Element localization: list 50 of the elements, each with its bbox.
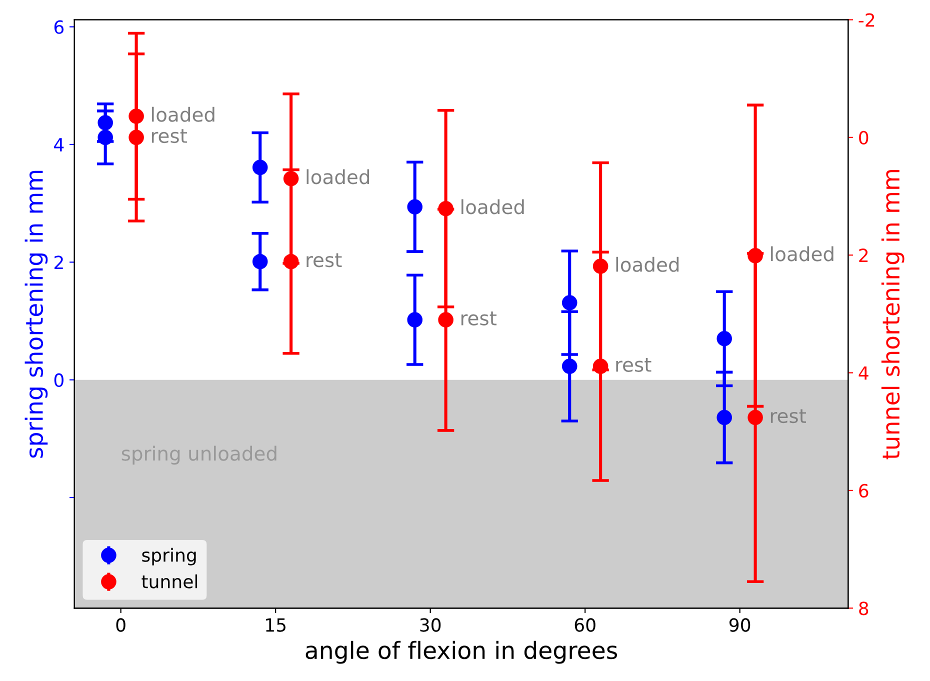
y2-tick-label: 8 bbox=[859, 602, 868, 616]
point bbox=[716, 331, 732, 346]
point bbox=[98, 130, 113, 146]
y2-tick-label: 2 bbox=[859, 248, 868, 262]
y2-tick-label: 0 bbox=[859, 130, 868, 145]
x-tick-label: 30 bbox=[420, 618, 441, 632]
point bbox=[407, 312, 422, 328]
data-label: loaded bbox=[152, 106, 214, 122]
data-label: rest bbox=[616, 358, 652, 372]
point bbox=[748, 248, 763, 264]
x-tick-label: 15 bbox=[266, 618, 286, 632]
x-tick-label: 90 bbox=[729, 618, 750, 632]
x-tick-label: 0 bbox=[116, 618, 126, 632]
y2-axis-title: tunnel shortening in mm bbox=[881, 170, 904, 460]
y-tick-label: 4 bbox=[54, 138, 64, 152]
point bbox=[283, 254, 299, 270]
legend-label: tunnel bbox=[142, 574, 198, 588]
x-tick-label: 60 bbox=[574, 618, 596, 632]
x-axis-title: angle of flexion in degrees bbox=[306, 640, 618, 664]
data-label: rest bbox=[152, 129, 187, 144]
point bbox=[252, 160, 268, 176]
y-tick-label: 6 bbox=[54, 20, 64, 34]
data-label: loaded bbox=[771, 246, 834, 262]
legend-label: spring bbox=[142, 548, 196, 566]
point bbox=[748, 410, 763, 426]
point bbox=[407, 199, 422, 214]
point bbox=[562, 295, 578, 310]
point bbox=[283, 170, 299, 186]
point bbox=[438, 200, 454, 216]
point bbox=[592, 358, 608, 374]
data-label: rest bbox=[461, 312, 496, 326]
data-label: loaded bbox=[462, 199, 524, 214]
y-tick-label: 0 bbox=[54, 373, 64, 387]
point bbox=[128, 108, 144, 124]
point bbox=[128, 130, 144, 146]
y-axis-title: spring shortening in mm bbox=[24, 170, 48, 458]
data-label: rest bbox=[770, 409, 806, 424]
point bbox=[716, 410, 732, 426]
point bbox=[562, 358, 578, 374]
point bbox=[438, 312, 454, 328]
y2-tick-label: 4 bbox=[858, 366, 868, 380]
point bbox=[252, 254, 268, 270]
y-tick-label: 2 bbox=[54, 256, 63, 270]
data-label: loaded bbox=[306, 169, 370, 184]
point bbox=[98, 115, 113, 130]
data-label: loaded bbox=[616, 256, 679, 272]
data-label: rest bbox=[306, 253, 342, 268]
point bbox=[592, 258, 608, 274]
y2-tick-label: -2 bbox=[858, 13, 874, 27]
y2-tick-label: 6 bbox=[859, 484, 868, 498]
